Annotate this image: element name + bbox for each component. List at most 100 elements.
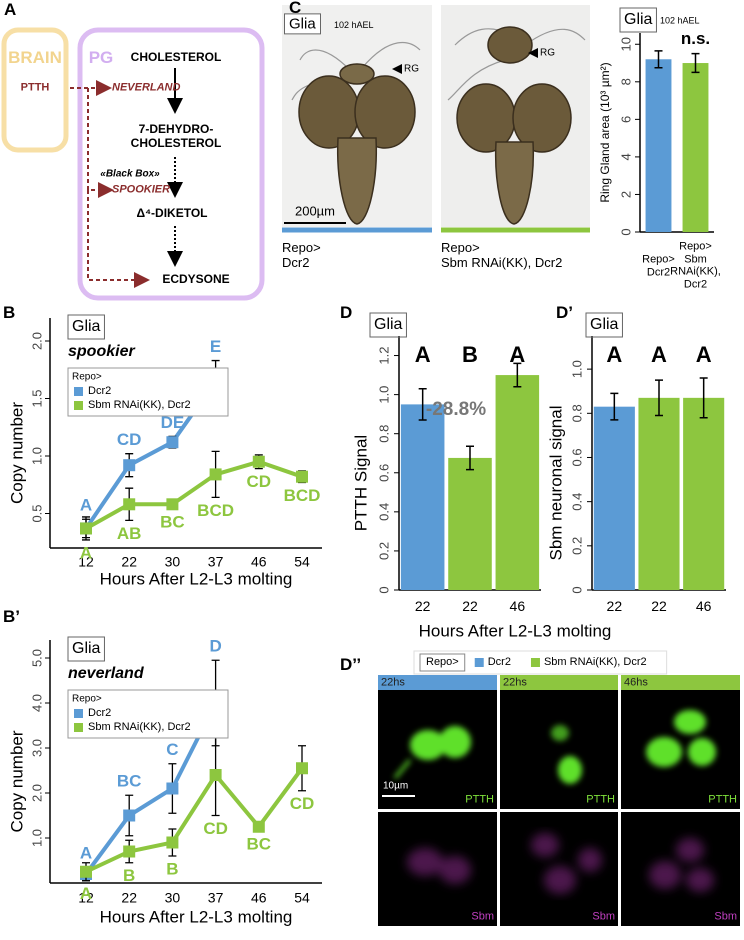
x-tick-label: Repo> Sbm RNAi(KK), Dcr2	[670, 240, 721, 291]
legend-box	[419, 653, 466, 672]
chart-subtitle: neverland	[68, 665, 145, 682]
y-tick-label: 5.0	[29, 649, 44, 667]
data-point	[123, 459, 136, 472]
chart-subtitle: 102 hAEL	[660, 15, 700, 25]
y-tick-label: 0.6	[376, 464, 391, 482]
significance-letter: CD	[203, 819, 228, 838]
legend-swatch	[474, 658, 484, 667]
significance-letter: BCD	[284, 486, 321, 505]
error-bar	[699, 377, 708, 419]
significance-letter: A	[80, 844, 92, 863]
panel-label: B	[3, 303, 16, 323]
rg-arrow	[528, 48, 538, 58]
y-tick-label: 2	[618, 191, 633, 198]
legend-title: Repo>	[72, 372, 102, 383]
x-tick-label: 22	[121, 554, 137, 570]
y-axis-label: Ring Gland area (10³ µm²)	[598, 62, 612, 202]
metabolite: Δ⁴-DIKETOL	[136, 206, 208, 221]
bar	[400, 404, 445, 590]
data-point	[166, 782, 179, 795]
y-axis-label: Sbm neuronal signal	[546, 406, 565, 561]
y-tick-label: 0.5	[29, 504, 44, 522]
rg-label: RG	[404, 63, 419, 75]
data-point	[166, 836, 179, 849]
chart-title: Glia	[374, 316, 403, 333]
x-tick-label: 22	[651, 597, 667, 614]
enzyme: NEVERLAND	[112, 81, 181, 94]
channel-label: Sbm	[714, 910, 737, 923]
significance-letter: D	[209, 637, 221, 656]
y-axis-label: Copy number	[7, 402, 26, 504]
legend-label: Sbm RNAi(KK), Dcr2	[88, 721, 191, 733]
x-tick-label: 54	[294, 554, 310, 570]
y-tick-label: 1.2	[376, 346, 391, 364]
y-tick-label: 8	[618, 78, 633, 85]
y-tick-label: 2.0	[29, 784, 44, 802]
x-tick-label: 46	[695, 597, 712, 614]
y-tick-label: 0.4	[376, 503, 391, 521]
y-tick-label: 0.8	[569, 404, 584, 422]
error-bar	[691, 52, 700, 74]
significance-letter: CD	[290, 794, 315, 813]
significance-letter: A	[606, 342, 622, 367]
data-point	[123, 809, 136, 822]
x-tick-label: 12	[78, 890, 94, 906]
bar	[683, 397, 725, 590]
header	[500, 675, 618, 690]
brain-box	[1, 27, 69, 153]
x-axis-label: Hours After L2-L3 molting	[100, 569, 293, 588]
y-tick-label: 10	[618, 37, 633, 51]
y-tick-label: 1.5	[29, 389, 44, 407]
x-tick-label: 22	[462, 597, 478, 614]
chart-title: Glia	[624, 11, 653, 28]
x-tick-label: 46	[251, 554, 267, 570]
rg-label: RG	[540, 47, 555, 59]
data-point	[80, 865, 92, 878]
significance-letter: B	[166, 859, 178, 878]
legend-label: Dcr2	[88, 385, 111, 397]
x-tick-label: 22	[414, 597, 431, 614]
x-tick-label: 46	[509, 597, 526, 614]
significance-letter: C	[166, 740, 178, 759]
data-point	[296, 470, 308, 483]
series-line	[85, 459, 303, 531]
legend-label: Dcr2	[88, 707, 111, 719]
confocal-image	[621, 812, 740, 926]
series-line	[85, 767, 304, 874]
channel-label: PTTH	[708, 793, 737, 806]
significance-letter: BCD	[197, 501, 234, 520]
significance-letter: A	[80, 884, 92, 903]
ptth-label: PTTH	[20, 81, 50, 94]
data-point	[296, 762, 308, 775]
black-box: «Black Box»	[100, 168, 160, 180]
y-tick-label: 0	[618, 228, 633, 235]
legend-frame	[413, 650, 668, 675]
legend-label: Dcr2	[488, 656, 511, 668]
x-axis-label: Hours After L2-L3 molting	[100, 907, 293, 926]
label-box: Glia	[284, 13, 321, 35]
title-box	[67, 314, 105, 340]
significance-letter: DE	[161, 413, 185, 432]
data-point	[252, 455, 265, 468]
x-tick-label: 30	[165, 554, 181, 570]
legend-label: Sbm RNAi(KK), Dcr2	[544, 656, 647, 668]
y-tick-label: 0.4	[569, 493, 584, 511]
y-tick-label: 6	[618, 116, 633, 123]
y-axis-label: Copy number	[7, 730, 26, 832]
legend-swatch	[74, 387, 83, 396]
significance-letter: E	[210, 337, 221, 356]
panel-label: D’’	[340, 655, 362, 675]
annotation: n.s.	[681, 29, 710, 48]
channel-label: Sbm	[592, 910, 615, 923]
significance-letter: A	[696, 342, 712, 367]
legend-swatch	[74, 709, 83, 718]
data-point	[166, 436, 179, 449]
brain-image	[291, 26, 586, 225]
bar	[682, 63, 709, 232]
chart-subtitle: spookier	[68, 343, 135, 360]
panel-label: C	[289, 0, 302, 18]
y-tick-label: 1.0	[376, 386, 391, 404]
scale-label: 200µm	[294, 203, 336, 219]
data-point	[123, 498, 136, 511]
